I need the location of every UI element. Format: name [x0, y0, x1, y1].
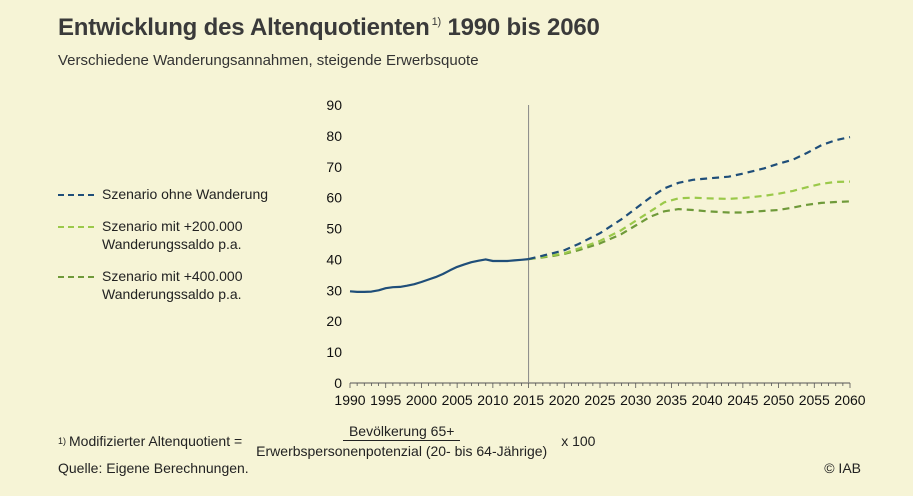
- x-tick-label: 2035: [656, 392, 687, 408]
- x-tick-label: 2050: [763, 392, 794, 408]
- x-tick-label: 2030: [620, 392, 651, 408]
- y-tick-label: 0: [334, 375, 342, 391]
- source-note: Quelle: Eigene Berechnungen.: [58, 460, 249, 476]
- chart-title-text: Entwicklung des Altenquotienten: [58, 14, 430, 41]
- footnote: 1) Modifizierter Altenquotient = Bevölke…: [58, 423, 595, 459]
- copyright: © IAB: [824, 460, 861, 476]
- x-tick-label: 2005: [442, 392, 473, 408]
- x-tick-label: 1995: [370, 392, 401, 408]
- y-tick-label: 30: [326, 282, 342, 298]
- x-tick-label: 2000: [406, 392, 437, 408]
- legend-swatch-200000: [58, 226, 94, 228]
- legend-label-ohne-wanderung: Szenario ohne Wanderung: [102, 186, 269, 202]
- y-tick-label: 20: [326, 313, 342, 329]
- x-tick-label: 2045: [727, 392, 758, 408]
- y-tick-label: 60: [326, 190, 342, 206]
- legend-label-200000: Szenario mit +200.000 Wanderungssaldo p.…: [102, 218, 243, 252]
- x-tick-label: 2055: [799, 392, 830, 408]
- x-tick-label: 2040: [692, 392, 723, 408]
- x-tick-label: 1990: [334, 392, 365, 408]
- legend-item-400000: Szenario mit +400.000 Wanderungssaldo p.…: [58, 267, 268, 303]
- series-line-ohne-wanderung: [528, 136, 851, 261]
- footnote-fraction: Bevölkerung 65+ Erwerbspersonenpotenzial…: [250, 423, 553, 459]
- footnote-multiplier: x 100: [561, 433, 596, 449]
- y-tick-label: 50: [326, 221, 342, 237]
- chart-title-years: 1990 bis 2060: [447, 14, 600, 41]
- footnote-label: Modifizierter Altenquotient =: [69, 433, 243, 449]
- y-tick-label: 40: [326, 251, 342, 267]
- legend-item-ohne-wanderung: Szenario ohne Wanderung: [58, 185, 268, 203]
- legend-label-400000: Szenario mit +400.000 Wanderungssaldo p.…: [102, 268, 243, 302]
- chart-subtitle: Verschiedene Wanderungsannahmen, steigen…: [58, 52, 479, 69]
- y-tick-label: 90: [326, 97, 342, 113]
- y-tick-label: 80: [326, 128, 342, 144]
- y-tick-label: 10: [326, 344, 342, 360]
- series-line-200000: [528, 180, 851, 261]
- x-tick-label: 2015: [513, 392, 544, 408]
- legend-item-200000: Szenario mit +200.000 Wanderungssaldo p.…: [58, 217, 268, 253]
- footnote-denominator: Erwerbspersonenpotenzial (20- bis 64-Jäh…: [256, 443, 548, 459]
- legend-swatch-400000: [58, 276, 94, 278]
- footnote-numerator: Bevölkerung 65+: [342, 423, 461, 441]
- y-tick-label: 70: [326, 159, 342, 175]
- legend: Szenario ohne Wanderung Szenario mit +20…: [58, 185, 268, 317]
- footnote-mark: 1): [58, 436, 67, 446]
- title-footnote-mark: 1): [431, 16, 442, 28]
- chart-title: Entwicklung des Altenquotienten 1) 1990 b…: [58, 14, 600, 42]
- x-tick-label: 2010: [477, 392, 508, 408]
- x-tick-label: 2025: [584, 392, 615, 408]
- series-line-400000: [528, 200, 851, 261]
- legend-swatch-ohne-wanderung: [58, 194, 94, 196]
- historical-line: [349, 258, 529, 293]
- x-tick-label: 2020: [549, 392, 580, 408]
- x-tick-label: 2060: [834, 392, 865, 408]
